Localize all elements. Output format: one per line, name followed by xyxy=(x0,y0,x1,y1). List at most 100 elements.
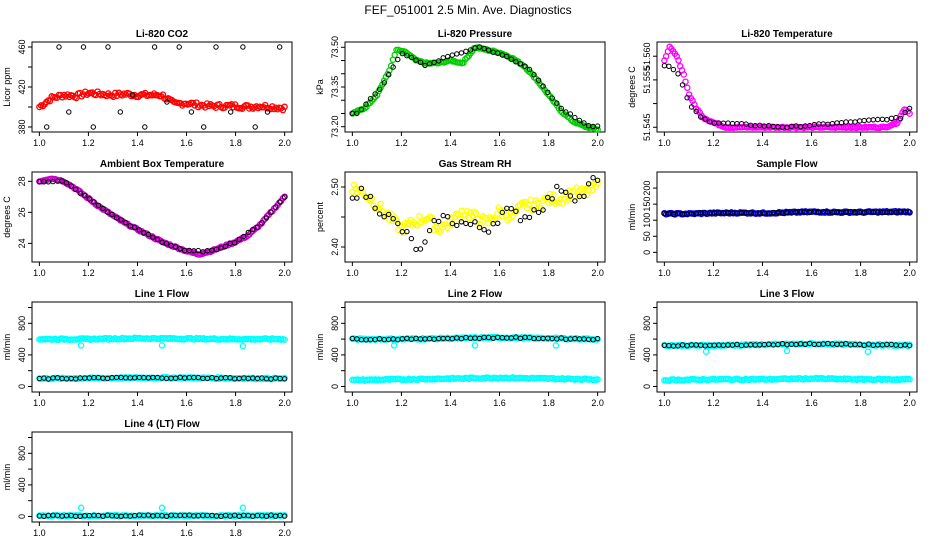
x-tick-label: 2.0 xyxy=(903,138,916,148)
data-point xyxy=(513,59,519,65)
data-point xyxy=(467,47,474,53)
data-point xyxy=(404,228,410,235)
x-tick-label: 1.0 xyxy=(33,138,46,148)
data-point xyxy=(77,504,85,512)
y-tick-label: 2.50 xyxy=(330,178,340,196)
data-point xyxy=(436,218,442,225)
data-point xyxy=(554,183,560,190)
x-tick-label: 2.0 xyxy=(591,138,604,148)
data-point xyxy=(395,56,401,63)
x-tick-label: 1.8 xyxy=(542,398,555,408)
plot-frame xyxy=(344,301,606,393)
data-point xyxy=(688,104,695,110)
data-point xyxy=(44,124,50,130)
x-tick-label: 1.4 xyxy=(131,398,144,408)
data-point xyxy=(436,58,442,64)
series-line-4-spikes xyxy=(77,504,247,512)
data-point xyxy=(123,219,129,226)
data-point xyxy=(363,101,369,107)
data-point xyxy=(481,227,487,233)
data-point xyxy=(508,206,514,212)
data-point xyxy=(100,205,106,212)
x-tick-label: 1.0 xyxy=(33,528,46,538)
data-point xyxy=(537,82,545,89)
x-tick-label: 2.0 xyxy=(591,398,604,408)
data-point xyxy=(582,186,589,193)
panel-line3: Line 3 Flow ml/min 1.0 1.2 1.4 1.6 1.8 2.0 0 400 8… xyxy=(627,289,918,408)
data-point xyxy=(458,50,465,56)
data-point xyxy=(897,112,905,120)
x-tick-label: 1.2 xyxy=(707,268,720,278)
data-point xyxy=(136,227,143,233)
x-tick-label: 1.2 xyxy=(395,398,408,408)
data-point xyxy=(852,119,858,125)
x-tick-label: 1.6 xyxy=(180,398,193,408)
data-point xyxy=(666,63,672,70)
data-point xyxy=(445,53,451,60)
panel-title: Li-820 Pressure xyxy=(438,29,513,40)
y-axis-label: ml/min xyxy=(315,334,325,361)
y-tick-label: 26 xyxy=(17,207,27,217)
data-point xyxy=(540,207,546,213)
data-point xyxy=(894,119,901,127)
panel-title: Ambient Box Temperature xyxy=(100,159,225,170)
data-point xyxy=(680,71,688,78)
data-point xyxy=(861,117,867,124)
y-tick-label: 460 xyxy=(17,39,27,54)
data-point xyxy=(252,124,258,130)
data-point xyxy=(572,198,578,204)
plot-frame xyxy=(31,431,293,523)
y-tick-label: 73.35 xyxy=(330,76,340,99)
data-point xyxy=(228,109,234,115)
y-axis-label: ml/min xyxy=(2,334,12,361)
y-axis-label: percent xyxy=(315,201,325,232)
x-tick-label: 1.4 xyxy=(131,138,144,148)
series-line-2-overlay xyxy=(349,334,601,343)
panel-title: Line 1 Flow xyxy=(135,289,190,300)
data-point xyxy=(517,217,524,224)
data-point xyxy=(387,210,395,217)
x-tick-label: 1.6 xyxy=(493,268,506,278)
data-point xyxy=(36,103,43,111)
x-tick-label: 1.6 xyxy=(805,398,818,408)
plot-frame xyxy=(656,301,918,393)
data-point xyxy=(526,66,533,73)
data-point xyxy=(86,196,93,202)
x-tick-label: 1.6 xyxy=(805,138,818,148)
series-pressure-overlay- xyxy=(349,44,601,130)
data-point xyxy=(481,45,487,52)
data-point xyxy=(163,240,170,247)
data-point xyxy=(449,220,455,227)
data-point xyxy=(241,233,247,240)
data-point xyxy=(151,44,158,50)
data-point xyxy=(376,211,383,217)
data-point xyxy=(456,215,464,223)
y-tick-label: 0 xyxy=(642,250,652,255)
y-tick-label: 800 xyxy=(330,316,340,331)
panel-title: Line 3 Flow xyxy=(760,289,815,300)
data-point xyxy=(422,239,428,245)
series-line-3-overlay xyxy=(661,340,913,349)
series-line-3-spikes xyxy=(702,347,872,355)
data-point xyxy=(504,53,510,60)
data-point xyxy=(222,243,229,250)
x-tick-label: 1.0 xyxy=(346,398,359,408)
x-tick-label: 1.2 xyxy=(82,268,95,278)
panel-line2: Line 2 Flow ml/min 1.0 1.2 1.4 1.6 1.8 2.0 0 400 8… xyxy=(315,289,606,408)
data-point xyxy=(158,342,166,349)
data-point xyxy=(263,215,270,221)
y-tick-label: 400 xyxy=(330,347,340,362)
data-point xyxy=(259,220,265,226)
data-point xyxy=(91,199,97,205)
data-point xyxy=(463,220,469,227)
data-point xyxy=(444,224,451,232)
data-point xyxy=(499,209,505,216)
data-point xyxy=(66,109,72,115)
data-point xyxy=(63,180,70,186)
data-point xyxy=(354,195,360,201)
plot-frame xyxy=(656,171,918,263)
x-tick-label: 1.2 xyxy=(82,138,95,148)
y-tick-label: 51.545 xyxy=(642,113,652,141)
data-point xyxy=(684,95,690,101)
